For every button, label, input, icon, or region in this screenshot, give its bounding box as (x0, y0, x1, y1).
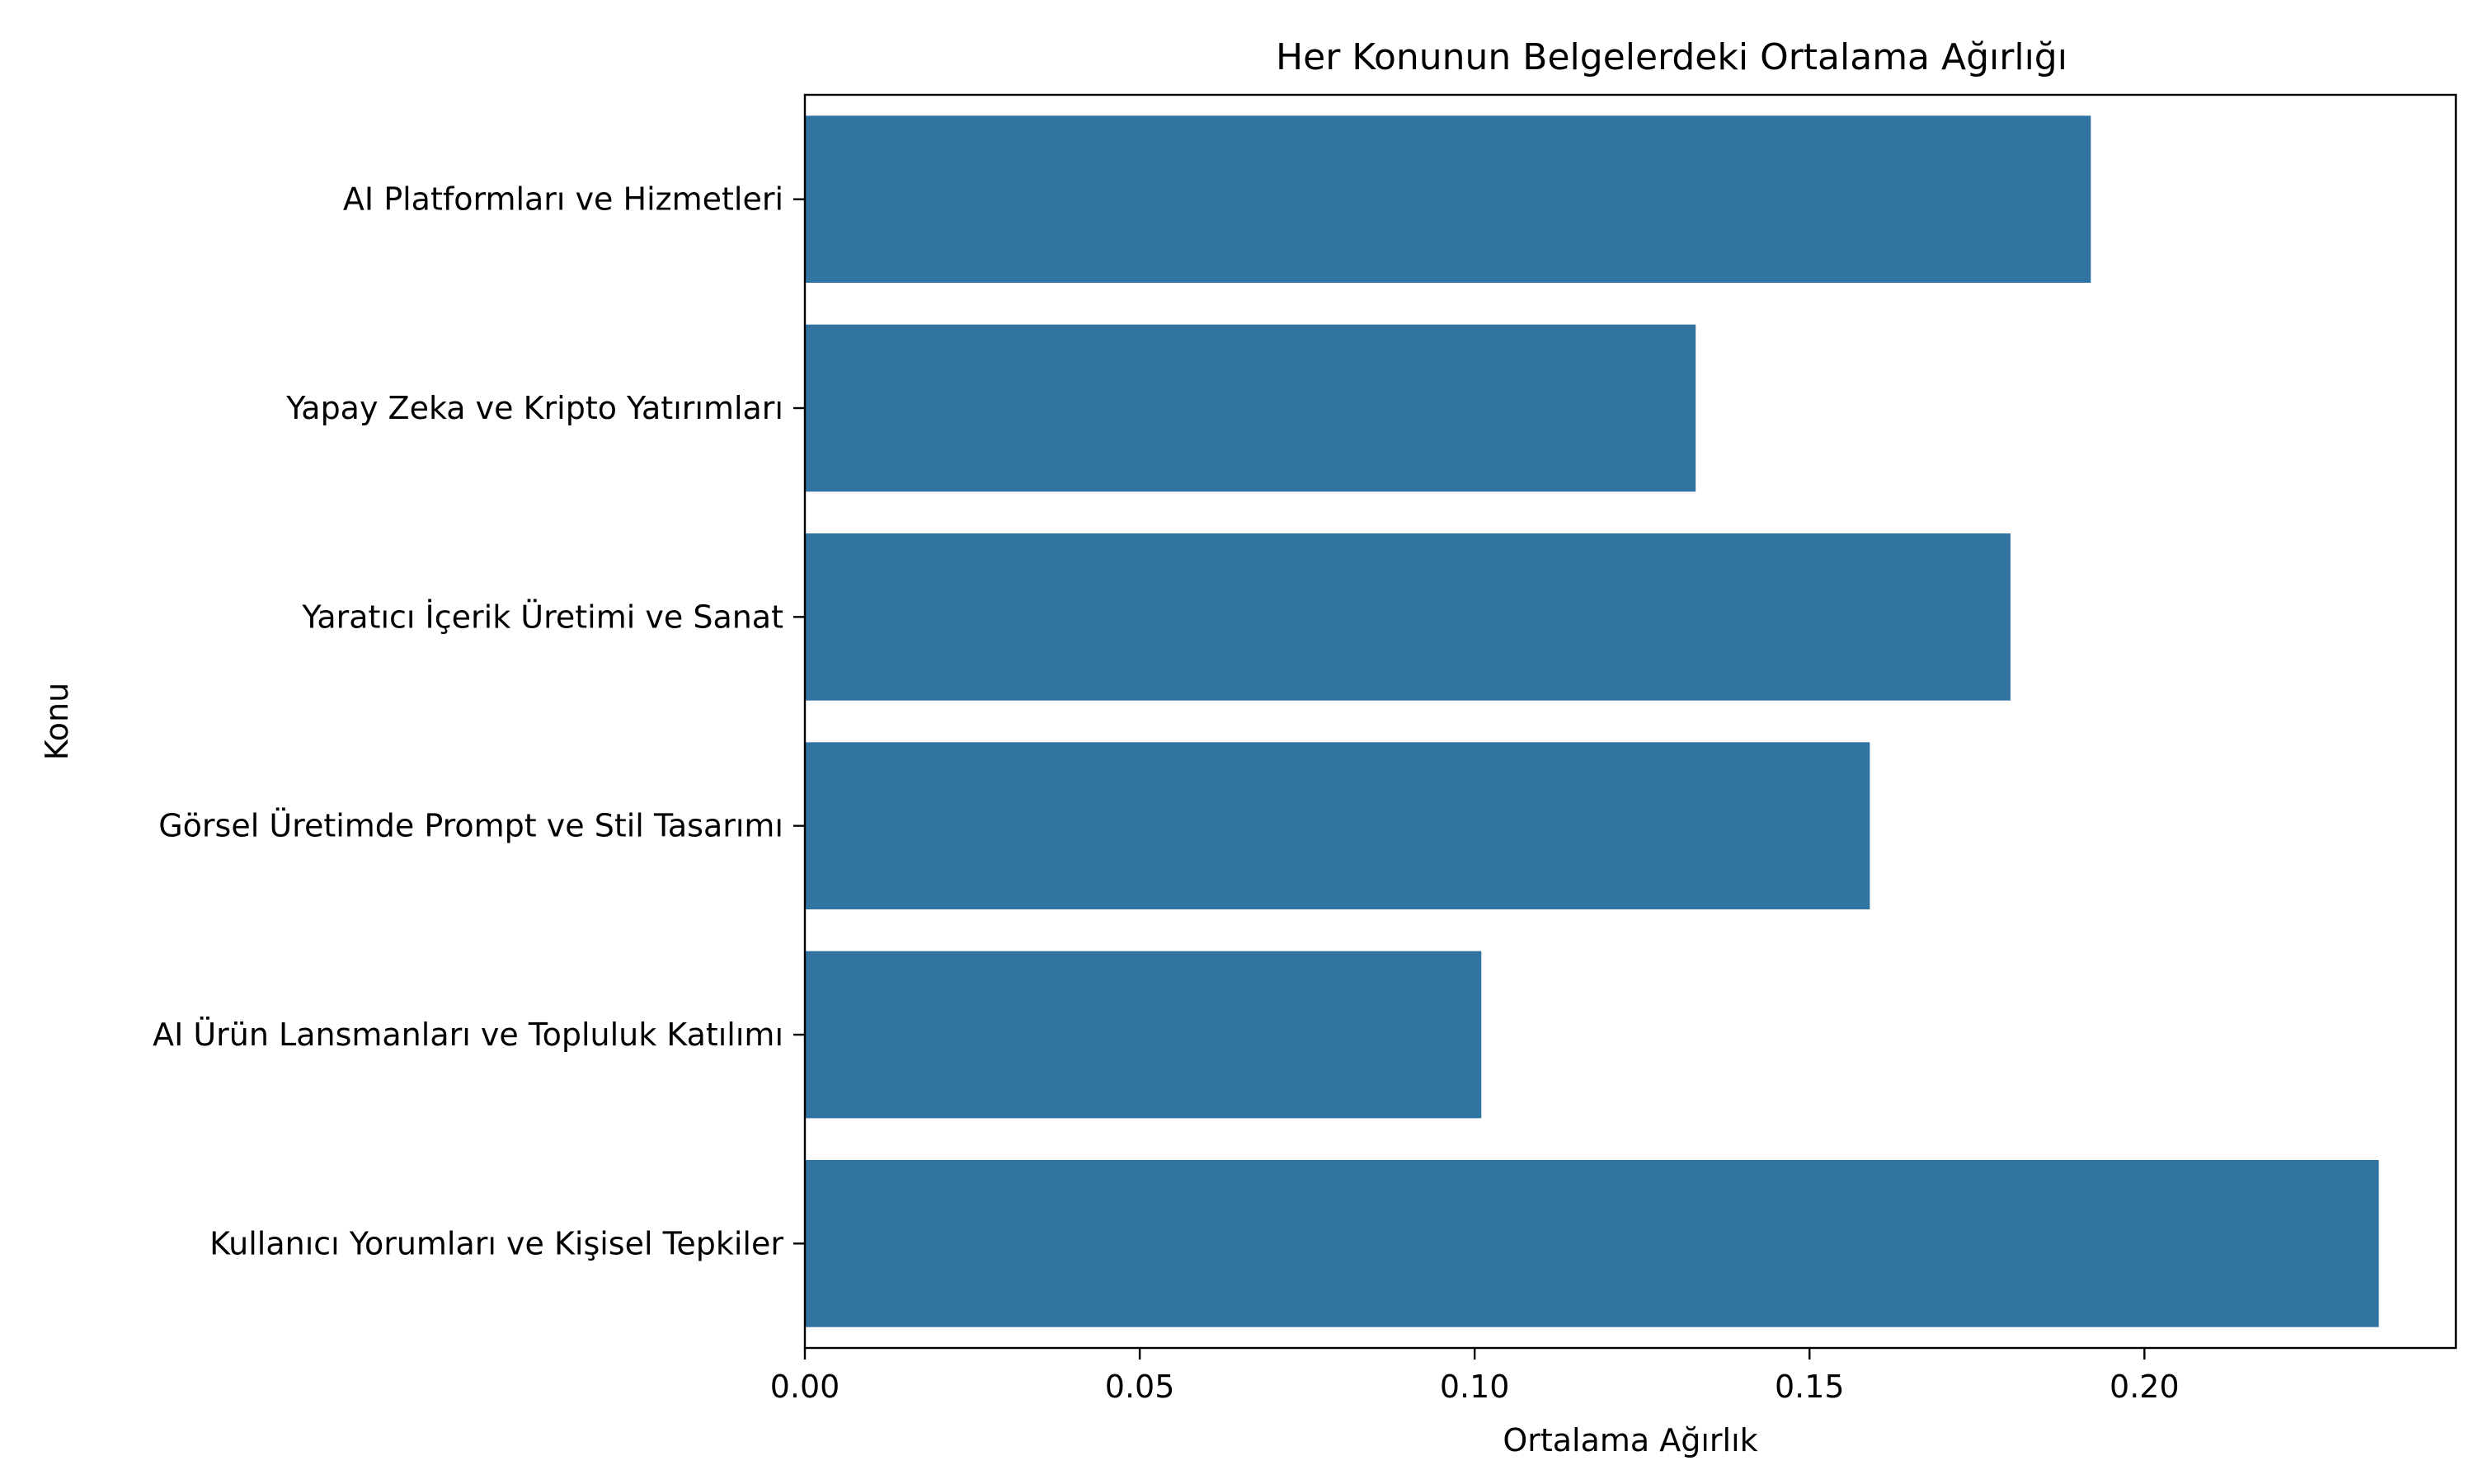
y-axis-ticks: AI Platformları ve Hizmetleri Yapay Zeka … (153, 181, 805, 1261)
y-tick-label: Görsel Üretimde Prompt ve Stil Tasarımı (158, 808, 783, 844)
y-tick-label: AI Ürün Lansmanları ve Topluluk Katılımı (153, 1017, 783, 1053)
x-tick-label: 0.10 (1440, 1369, 1510, 1405)
bar (805, 1160, 2379, 1327)
bar (805, 533, 2011, 701)
bar (805, 115, 2091, 283)
y-tick-label: Yaratıcı İçerik Üretimi ve Sanat (301, 599, 783, 635)
x-tick-label: 0.00 (770, 1369, 840, 1405)
x-axis-ticks: 0.00 0.05 0.10 0.15 0.20 (770, 1348, 2180, 1405)
bar (805, 951, 1482, 1119)
x-axis-label: Ortalama Ağırlık (1503, 1422, 1757, 1458)
y-tick-label: Kullanıcı Yorumları ve Kişisel Tepkiler (209, 1225, 783, 1261)
chart-title: Her Konunun Belgelerdeki Ortalama Ağırlı… (1276, 36, 2067, 78)
y-tick-label: Yapay Zeka ve Kripto Yatırımları (285, 390, 783, 426)
bar (805, 742, 1870, 909)
x-tick-label: 0.20 (2109, 1369, 2180, 1405)
x-tick-label: 0.05 (1105, 1369, 1175, 1405)
bars-group (805, 115, 2379, 1327)
bar (805, 324, 1696, 492)
x-tick-label: 0.15 (1775, 1369, 1845, 1405)
plot-frame (803, 93, 2458, 1350)
y-tick-label: AI Platformları ve Hizmetleri (343, 181, 783, 218)
y-axis-label: Konu (39, 683, 75, 760)
